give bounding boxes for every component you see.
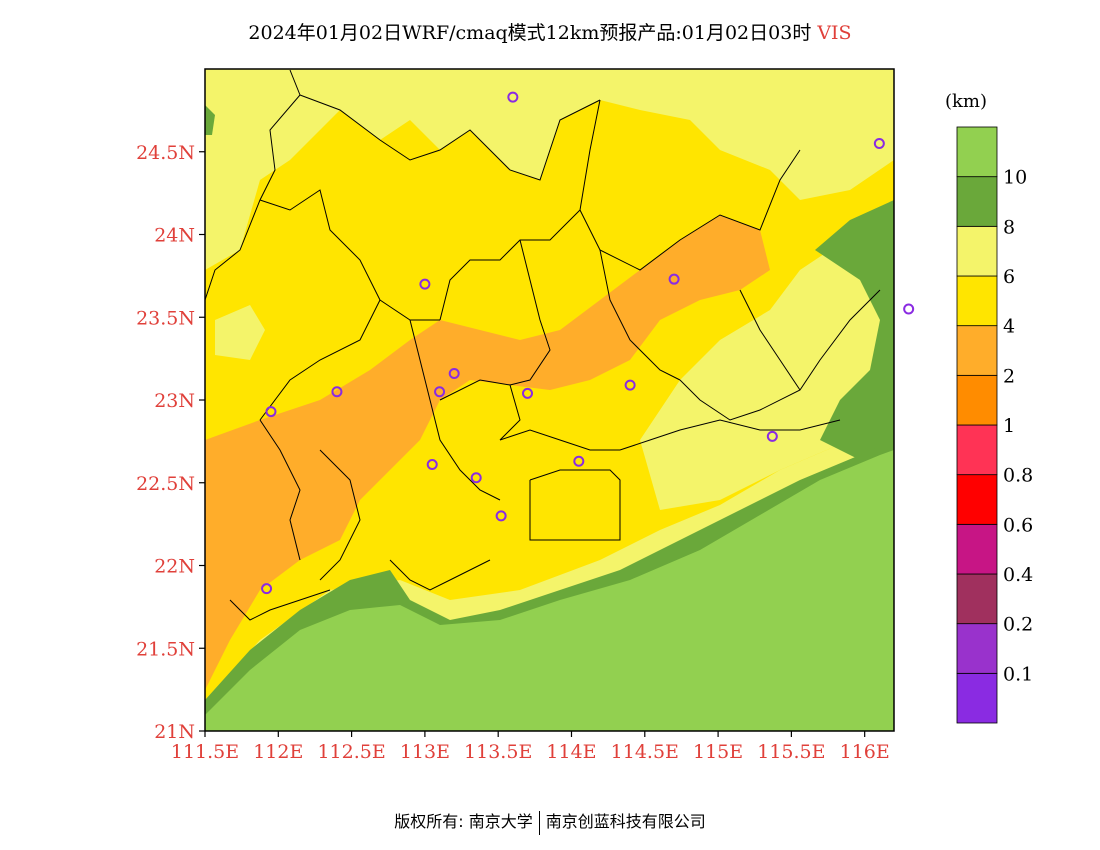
lat-tick-label: 23.5N [136,307,195,329]
vis-zone-10-sea [205,450,894,731]
lat-tick-label: 22N [154,556,195,578]
legend-label: 8 [1003,216,1015,238]
vis-zone-6-8-northwest [215,305,265,360]
station-marker [495,510,507,522]
station-marker [448,368,460,380]
station-marker [265,406,277,418]
visibility-field [205,69,894,731]
lat-tick-label: 23N [154,390,195,412]
lat-tick-label: 21.5N [136,638,195,660]
station-marker [434,386,446,398]
station-marker [624,379,636,391]
station-marker [903,303,915,315]
station-markers [261,91,915,595]
lon-tick-label: 115.5E [757,741,825,763]
vis-zone-2-4-west [205,215,770,690]
footer-separator [538,810,540,835]
legend-swatch [956,374,998,426]
lat-tick-label: 21N [154,721,195,743]
legend-swatch [956,474,998,525]
lon-tick-label: 113.5E [464,741,532,763]
legend-swatch [956,126,998,178]
station-marker [522,387,534,399]
station-marker [766,430,778,442]
lon-tick-label: 114.5E [611,741,679,763]
legend-swatch [956,275,998,327]
lon-tick-label: 112.5E [317,741,385,763]
legend-swatch [956,672,998,724]
footer-right: 南京创蓝科技有限公司 [545,812,706,831]
legend-label: 1 [1003,415,1015,437]
title-variable: VIS [817,22,852,44]
lon-tick-label: 116E [840,741,890,763]
legend-swatch [956,523,998,575]
legend-unit: (km) [945,91,987,112]
legend-label: 6 [1003,266,1015,288]
station-marker [507,91,519,103]
legend-label: 10 [1003,167,1027,189]
lon-tick-label: 111.5E [171,741,239,763]
legend-swatch [956,225,998,277]
copyright-footer: 版权所有: 南京大学 南京创蓝科技有限公司 [0,808,1100,835]
station-marker [426,459,438,471]
station-marker [873,137,885,149]
color-legend: 0.1 0.2 0.4 0.6 0.8 1 2 4 6 8 10 [956,126,1033,724]
latitude-ticks: 24.5N 24N 23.5N 23N 22.5N 22N 21.5N 21N [136,142,205,743]
legend-label: 0.1 [1003,663,1033,685]
lon-tick-label: 112E [253,741,303,763]
legend-label: 0.4 [1003,564,1033,586]
station-marker [419,278,431,290]
legend-label: 0.8 [1003,465,1033,487]
legend-swatch [956,176,998,227]
lon-tick-label: 115E [693,741,743,763]
map-title: 2024年01月02日WRF/cmaq模式12km预报产品:01月02日03时 V… [0,18,1100,45]
lat-tick-label: 22.5N [136,473,195,495]
station-marker [331,386,343,398]
legend-swatch [956,623,998,674]
legend-label: 0.6 [1003,514,1033,536]
vis-zone-8-10-nw-spot [205,105,215,135]
legend-swatch [956,424,998,476]
legend-swatch [956,573,998,625]
legend-label: 4 [1003,316,1015,338]
station-marker [261,583,273,595]
admin-boundaries [205,69,881,621]
legend-label: 0.2 [1003,614,1033,636]
title-main: 2024年01月02日WRF/cmaq模式12km预报产品:01月02日03时 [248,22,812,44]
legend-swatch [956,325,998,376]
lat-tick-label: 24N [154,225,195,247]
vis-zone-8-10-east [815,200,894,460]
station-marker [470,472,482,484]
footer-left: 版权所有: 南京大学 [394,812,533,831]
legend-label: 2 [1003,365,1015,387]
station-marker [573,455,585,467]
station-marker [668,273,680,285]
longitude-ticks: 111.5E 112E 112.5E 113E 113.5E 114E 114.5E 115E… [171,731,890,763]
vis-zone-6-8-north [205,69,894,270]
lon-tick-label: 113E [400,741,450,763]
lon-tick-label: 114E [546,741,596,763]
lat-tick-label: 24.5N [136,142,195,164]
